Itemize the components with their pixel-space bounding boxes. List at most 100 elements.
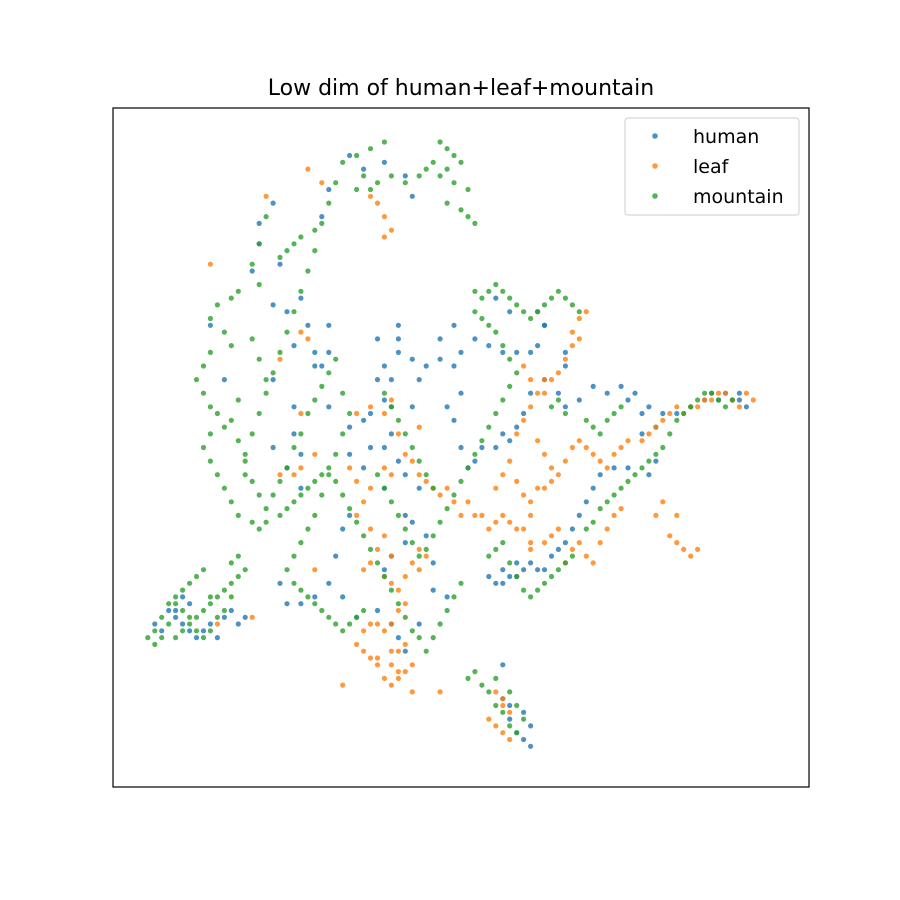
data-point-mountain [221,424,227,430]
data-point-mountain [472,669,478,675]
data-point-leaf [395,607,401,614]
data-point-mountain [312,512,318,519]
data-point-leaf [528,499,534,505]
legend-marker-mountain [652,193,658,199]
data-point-human [166,607,172,614]
data-point-human [653,458,659,464]
data-point-leaf [367,560,374,566]
data-point-mountain [263,519,269,525]
data-point-mountain [430,159,436,165]
data-point-mountain [715,397,722,403]
data-point-mountain [277,512,283,519]
data-point-leaf [388,397,394,403]
data-point-mountain [479,438,485,444]
data-point-leaf [395,431,401,437]
data-point-mountain [722,404,729,410]
data-point-human [562,363,569,369]
data-point-mountain [326,472,332,478]
data-point-leaf [354,478,360,484]
data-point-human [291,404,297,410]
data-point-human [395,336,401,342]
data-point-leaf [402,573,408,580]
data-point-mountain [270,370,276,376]
data-point-mountain [326,465,332,471]
data-point-mountain [214,594,220,600]
data-point-leaf [514,526,520,532]
data-point-mountain [381,139,387,145]
data-point-mountain [214,472,220,478]
data-point-mountain [437,519,443,525]
data-point-mountain [632,472,638,478]
legend-label-mountain: mountain [693,186,784,208]
data-point-mountain [326,614,332,620]
data-point-mountain [430,485,436,491]
data-point-mountain [235,553,241,559]
data-point-leaf [493,485,499,491]
data-point-mountain [548,404,555,410]
data-point-mountain [221,587,227,593]
data-point-leaf [625,438,631,444]
data-point-leaf [500,730,506,736]
data-point-human [388,431,394,437]
data-point-leaf [576,438,582,444]
data-point-leaf [486,526,492,532]
data-point-mountain [514,730,520,736]
data-point-mountain [354,614,360,620]
data-point-mountain [562,410,569,417]
points-layer [145,139,756,749]
data-point-human [409,356,415,362]
data-point-human [347,424,353,430]
data-point-leaf [528,512,534,519]
data-point-human [500,662,506,668]
data-point-leaf [541,377,548,383]
data-point-mountain [465,675,471,682]
data-point-human [381,397,387,403]
data-point-human [535,567,541,573]
data-point-human [340,594,346,600]
data-point-leaf [374,655,381,661]
data-point-mountain [228,580,234,586]
data-point-leaf [402,451,408,457]
data-point-mountain [180,587,186,593]
data-point-mountain [354,519,360,525]
data-point-mountain [597,431,603,437]
data-point-mountain [361,533,367,539]
data-point-mountain [458,580,464,586]
data-point-mountain [193,573,200,580]
data-point-human [625,397,631,403]
data-point-leaf [576,315,582,322]
data-point-mountain [451,594,457,600]
data-point-human [402,540,408,546]
data-point-leaf [486,716,492,722]
data-point-leaf [444,485,450,491]
legend-item-leaf: leaf [652,156,730,178]
data-point-mountain [228,295,234,301]
data-point-leaf [507,709,513,715]
data-point-mountain [416,458,422,464]
data-point-human [291,343,297,349]
data-point-mountain [207,601,213,607]
data-point-mountain [159,614,165,620]
data-point-human [458,390,464,396]
data-point-human [402,472,408,478]
data-point-mountain [465,214,471,220]
data-point-human [743,404,750,410]
data-point-mountain [207,458,213,464]
data-point-mountain [604,499,610,505]
data-point-leaf [500,472,506,478]
data-point-human [235,621,241,627]
data-point-mountain [284,465,290,471]
data-point-human [361,166,367,172]
data-point-leaf [528,540,534,546]
data-point-mountain [507,295,513,301]
data-point-leaf [507,519,513,525]
data-point-leaf [653,512,659,519]
legend-label-human: human [693,126,759,148]
data-point-mountain [284,248,290,254]
data-point-leaf [402,601,408,607]
data-point-human [409,404,415,410]
data-point-leaf [298,329,304,335]
data-point-leaf [583,444,589,451]
data-point-mountain [458,478,464,484]
